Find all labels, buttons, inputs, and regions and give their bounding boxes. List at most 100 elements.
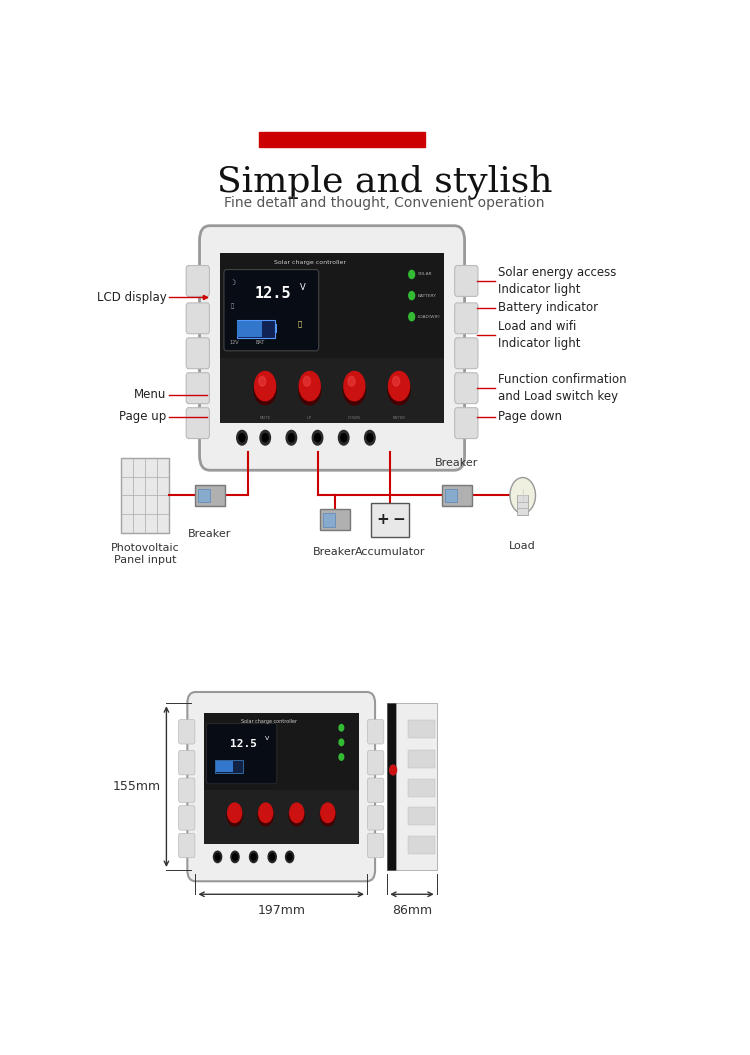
Circle shape	[289, 434, 294, 442]
Circle shape	[312, 430, 322, 445]
Circle shape	[286, 851, 294, 863]
Text: Solar charge controller: Solar charge controller	[241, 718, 297, 724]
FancyBboxPatch shape	[454, 372, 478, 404]
Text: Page down: Page down	[498, 410, 562, 423]
Text: SOLAR: SOLAR	[418, 272, 432, 276]
FancyBboxPatch shape	[368, 750, 384, 774]
FancyBboxPatch shape	[200, 226, 464, 471]
FancyBboxPatch shape	[178, 806, 195, 830]
FancyBboxPatch shape	[368, 779, 384, 803]
Circle shape	[258, 805, 273, 826]
Text: Breaker: Breaker	[435, 458, 478, 468]
Circle shape	[231, 851, 239, 863]
Circle shape	[389, 765, 397, 774]
FancyBboxPatch shape	[178, 833, 195, 858]
Text: Breaker: Breaker	[188, 530, 232, 539]
Bar	[408, 836, 435, 853]
Circle shape	[290, 803, 304, 823]
Text: Accumulator: Accumulator	[355, 548, 425, 557]
FancyBboxPatch shape	[368, 833, 384, 858]
Circle shape	[409, 270, 415, 279]
FancyBboxPatch shape	[368, 720, 384, 744]
Text: 💡: 💡	[298, 321, 302, 327]
Circle shape	[286, 430, 296, 445]
Circle shape	[259, 377, 266, 386]
Circle shape	[388, 371, 410, 401]
Circle shape	[409, 291, 415, 300]
Bar	[396, 704, 436, 870]
Text: Photovoltaic
Panel input: Photovoltaic Panel input	[110, 542, 179, 565]
Circle shape	[270, 853, 274, 860]
Text: BAT: BAT	[255, 340, 265, 345]
Circle shape	[251, 853, 256, 860]
Circle shape	[290, 805, 304, 826]
Text: Breaker: Breaker	[314, 548, 357, 557]
Circle shape	[339, 725, 344, 731]
Bar	[215, 761, 243, 773]
FancyBboxPatch shape	[186, 372, 209, 404]
Bar	[198, 488, 210, 502]
Bar	[274, 324, 277, 333]
FancyBboxPatch shape	[186, 407, 209, 439]
Text: DOWN: DOWN	[348, 417, 361, 420]
FancyBboxPatch shape	[186, 303, 209, 333]
Bar	[220, 358, 444, 425]
Text: Simple and stylish: Simple and stylish	[217, 165, 552, 199]
FancyBboxPatch shape	[454, 266, 478, 296]
Text: V: V	[300, 284, 306, 292]
Bar	[220, 423, 444, 452]
Circle shape	[339, 740, 344, 746]
Text: 12V: 12V	[230, 340, 239, 345]
Bar	[320, 510, 350, 531]
Text: +: +	[376, 513, 389, 528]
Circle shape	[228, 803, 242, 823]
Bar	[216, 761, 233, 772]
Circle shape	[268, 851, 276, 863]
Bar	[371, 503, 409, 537]
Bar	[237, 320, 274, 338]
Text: MUTE: MUTE	[260, 417, 271, 420]
Text: UP: UP	[307, 417, 312, 420]
Text: −: −	[392, 513, 405, 528]
Circle shape	[260, 430, 271, 445]
Bar	[408, 807, 435, 825]
Bar	[323, 513, 334, 526]
Text: 12.5: 12.5	[230, 738, 256, 749]
Circle shape	[320, 805, 335, 826]
Circle shape	[344, 373, 365, 405]
Circle shape	[348, 377, 355, 386]
FancyBboxPatch shape	[206, 724, 277, 784]
Text: BATTERY: BATTERY	[418, 293, 436, 298]
Text: LCD display: LCD display	[97, 291, 166, 304]
Bar	[446, 488, 457, 502]
Circle shape	[339, 753, 344, 761]
Circle shape	[315, 434, 320, 442]
Circle shape	[364, 430, 375, 445]
Circle shape	[340, 434, 346, 442]
Circle shape	[259, 803, 273, 823]
Circle shape	[388, 373, 410, 405]
Circle shape	[321, 803, 334, 823]
FancyBboxPatch shape	[454, 407, 478, 439]
Circle shape	[237, 430, 248, 445]
Bar	[518, 496, 528, 515]
Text: Menu: Menu	[134, 388, 166, 401]
Text: Load: Load	[509, 541, 536, 551]
Bar	[408, 750, 435, 768]
Bar	[203, 790, 358, 844]
Bar	[121, 458, 169, 533]
FancyBboxPatch shape	[186, 338, 209, 368]
Circle shape	[338, 430, 349, 445]
Circle shape	[510, 478, 536, 514]
Text: Function confirmation
and Load switch key: Function confirmation and Load switch ke…	[498, 373, 626, 403]
Bar	[203, 844, 358, 866]
Text: 📱: 📱	[230, 304, 234, 309]
Text: Battery indicator: Battery indicator	[498, 302, 598, 314]
Circle shape	[303, 377, 310, 386]
FancyBboxPatch shape	[178, 750, 195, 774]
FancyBboxPatch shape	[178, 779, 195, 803]
FancyBboxPatch shape	[454, 338, 478, 368]
Text: LOAD/WIFI: LOAD/WIFI	[418, 314, 440, 319]
Circle shape	[239, 434, 244, 442]
Text: Page up: Page up	[119, 410, 166, 423]
